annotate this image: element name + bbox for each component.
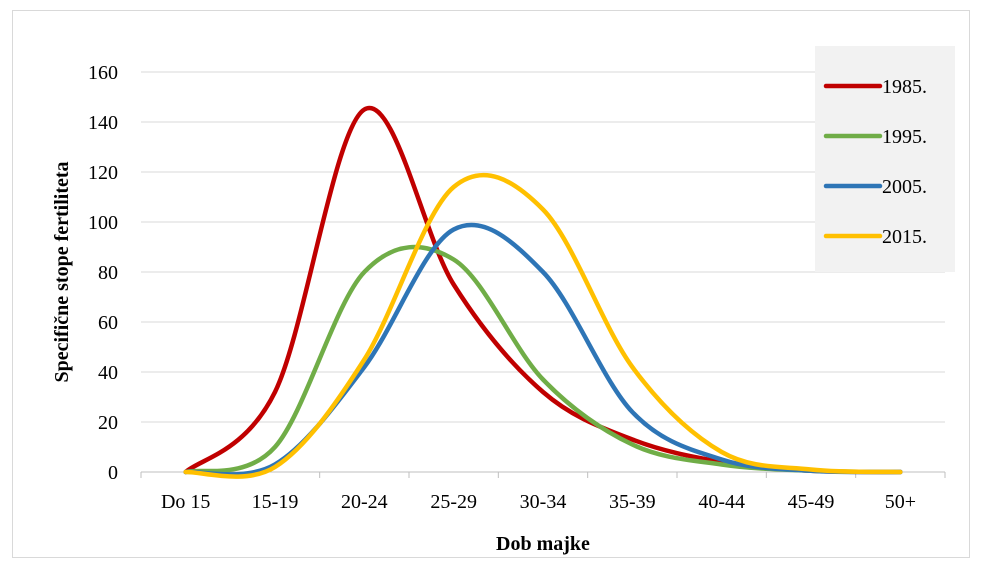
x-tick-label: 20-24 [341, 491, 388, 513]
y-tick-label: 100 [88, 212, 118, 234]
y-axis-title: Specifične stope fertiliteta [51, 161, 73, 382]
legend-label: 1995. [882, 126, 927, 148]
y-tick-label: 120 [88, 162, 118, 184]
y-tick-label: 160 [88, 62, 118, 84]
y-tick-label: 20 [98, 412, 118, 434]
x-tick-label: 30-34 [520, 491, 567, 513]
x-axis-title: Dob majke [496, 533, 590, 555]
x-tick-label: 25-29 [430, 491, 477, 513]
y-tick-label: 80 [98, 262, 118, 284]
x-tick-label: 45-49 [788, 491, 835, 513]
axes: 0 20 40 60 80 100 120 140 160 Do 15 15-19 20-24 25-2… [88, 62, 946, 513]
x-tick-label: 35-39 [609, 491, 656, 513]
x-tick-label: 15-19 [252, 491, 299, 513]
legend-label: 2005. [882, 176, 927, 198]
y-tick-label: 40 [98, 362, 118, 384]
legend: 1985. 1995. 2005. 2015. [815, 46, 955, 272]
series-line-2015 [183, 172, 903, 479]
legend-label: 1985. [882, 76, 927, 98]
y-tick-label: 0 [108, 462, 118, 484]
series-line-1995 [183, 244, 903, 475]
series-lines [183, 105, 903, 479]
y-tick-label: 60 [98, 312, 118, 334]
y-tick-label: 140 [88, 112, 118, 134]
x-tick-label: Do 15 [161, 491, 210, 513]
gridlines [141, 71, 945, 423]
series-line-2005 [183, 222, 903, 477]
x-tick-label: 50+ [885, 491, 916, 513]
x-tick-label: 40-44 [698, 491, 745, 513]
chart-frame [12, 10, 970, 558]
legend-label: 2015. [882, 226, 927, 248]
